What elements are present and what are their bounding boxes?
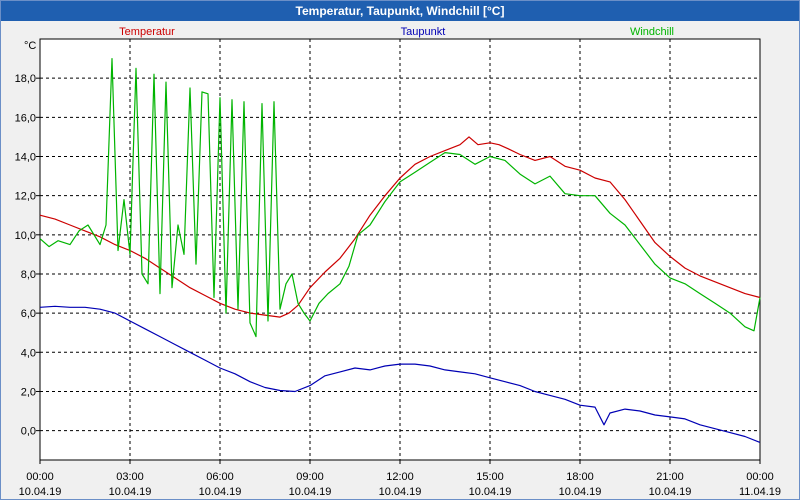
y-tick-label: 16,0 bbox=[15, 112, 36, 124]
grid-lines bbox=[40, 39, 760, 460]
x-tick-label-date: 10.04.19 bbox=[559, 486, 602, 498]
y-unit-label: °C bbox=[24, 40, 36, 52]
y-tick-label: 14,0 bbox=[15, 151, 36, 163]
y-tick-label: 12,0 bbox=[15, 191, 36, 203]
legend-temperatur: Temperatur bbox=[119, 26, 175, 38]
x-tick-label-time: 09:00 bbox=[296, 471, 324, 483]
y-tick-label: 10,0 bbox=[15, 230, 36, 242]
x-tick-label-date: 10.04.19 bbox=[289, 486, 332, 498]
series-lines bbox=[39, 57, 761, 443]
legend-windchill: Windchill bbox=[630, 26, 674, 38]
x-tick-label-time: 00:00 bbox=[26, 471, 54, 483]
x-tick-label-date: 10.04.19 bbox=[649, 486, 692, 498]
x-tick-label-date: 10.04.19 bbox=[109, 486, 152, 498]
x-tick-label-time: 00:00 bbox=[746, 471, 774, 483]
x-tick-label-date: 11.04.19 bbox=[739, 486, 781, 498]
series-line-taupunkt bbox=[39, 305, 761, 443]
y-tick-label: 18,0 bbox=[15, 73, 36, 85]
x-tick-label-date: 10.04.19 bbox=[379, 486, 422, 498]
y-tick-label: 4,0 bbox=[21, 347, 36, 359]
series-line-temperatur bbox=[39, 136, 761, 318]
y-tick-label: 8,0 bbox=[21, 269, 36, 281]
x-axis: 00:00 10.04.19 03:00 10.04.19 06:00 10.04.19 0… bbox=[19, 460, 781, 498]
x-tick-label-time: 12:00 bbox=[386, 471, 414, 483]
y-tick-label: 2,0 bbox=[21, 386, 36, 398]
x-tick-label-date: 10.04.19 bbox=[199, 486, 242, 498]
x-tick-label-date: 10.04.19 bbox=[19, 486, 62, 498]
window-title: Temperatur, Taupunkt, Windchill [°C] bbox=[1, 1, 799, 21]
x-tick-label-time: 15:00 bbox=[476, 471, 504, 483]
x-tick-label-time: 03:00 bbox=[116, 471, 144, 483]
x-tick-label-time: 18:00 bbox=[566, 471, 594, 483]
series-line-windchill bbox=[39, 57, 761, 338]
y-axis: 0,0 2,0 4,0 6,0 8,0 10,0 12,0 14,0 16,0 18,0 bbox=[15, 73, 40, 438]
y-tick-label: 0,0 bbox=[21, 426, 36, 438]
y-tick-label: 6,0 bbox=[21, 308, 36, 320]
legend-taupunkt: Taupunkt bbox=[401, 26, 446, 38]
legend: Temperatur Taupunkt Windchill bbox=[119, 26, 674, 38]
x-tick-label-time: 21:00 bbox=[656, 471, 684, 483]
x-tick-label-date: 10.04.19 bbox=[469, 486, 512, 498]
x-tick-label-time: 06:00 bbox=[206, 471, 234, 483]
